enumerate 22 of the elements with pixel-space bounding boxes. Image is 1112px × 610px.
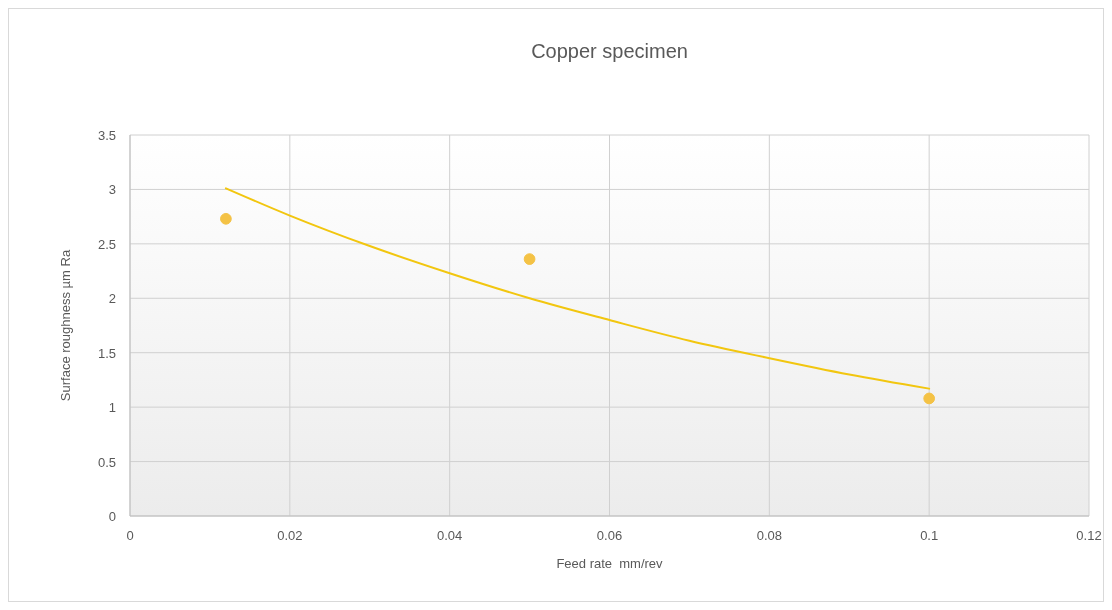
y-tick-label: 0 <box>108 509 116 524</box>
y-tick-label: 3 <box>108 182 116 198</box>
point <box>523 253 536 265</box>
line-series <box>224 187 931 390</box>
x-tick-label: 0 <box>126 528 134 543</box>
y-tick-label: 1.5 <box>97 345 116 361</box>
x-axis-title: Feed rate mm/rev <box>556 556 664 571</box>
x-tick-label: 0.08 <box>756 528 782 543</box>
x-tick-label: 0.04 <box>437 528 463 543</box>
point <box>220 212 232 225</box>
x-tick-label: 0.06 <box>596 528 623 543</box>
y-tick-label: 3.5 <box>97 128 116 143</box>
chart-title: Copper specimen <box>531 40 688 62</box>
y-tick-label: 2.5 <box>97 236 116 252</box>
x-tick-label: 0.02 <box>277 528 303 543</box>
x-tick-label: 0.12 <box>1076 528 1102 543</box>
y-tick-label: 1 <box>108 400 116 416</box>
point <box>923 392 936 405</box>
y-tick-label: 0.5 <box>97 454 116 470</box>
x-tick-label: 0.1 <box>920 528 939 543</box>
y-axis-title: Surface roughness µm Ra <box>58 249 73 402</box>
y-tick-label: 2 <box>108 291 116 307</box>
